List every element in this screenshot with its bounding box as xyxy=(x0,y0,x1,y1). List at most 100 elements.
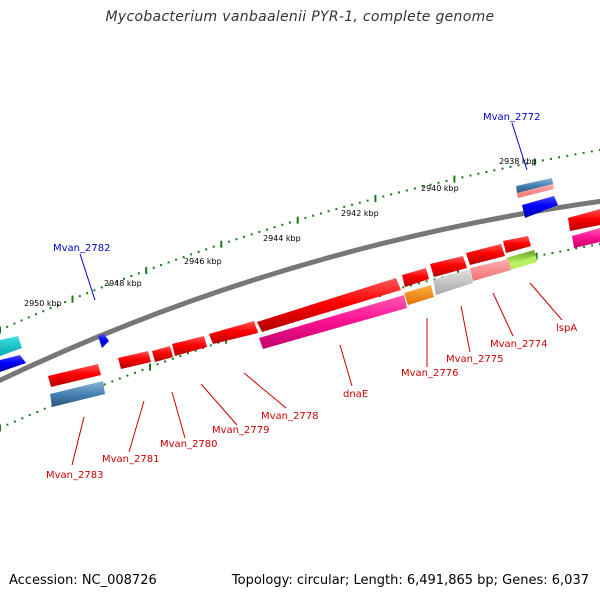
minor-tick xyxy=(461,176,464,179)
minor-tick xyxy=(258,230,261,233)
genome-backbone xyxy=(0,198,600,384)
minor-tick xyxy=(382,195,385,198)
major-tick xyxy=(0,424,1,432)
gene-mvan-2775-a[interactable] xyxy=(466,244,505,265)
minor-tick xyxy=(42,310,45,313)
minor-tick xyxy=(398,191,400,194)
minor-tick xyxy=(567,248,570,251)
minor-tick xyxy=(160,264,163,267)
minor-tick xyxy=(402,286,405,289)
gene-mvan-2775-b[interactable] xyxy=(470,259,511,281)
label-mvan-2774[interactable]: Mvan_2774 xyxy=(490,339,547,350)
minor-tick xyxy=(100,286,103,289)
gene-dnae-red[interactable] xyxy=(257,278,401,332)
minor-tick xyxy=(390,193,393,196)
gene-mvan-2781[interactable] xyxy=(118,351,151,369)
label-lspa[interactable]: lspA xyxy=(556,323,577,334)
label-mvan-2779[interactable]: Mvan_2779 xyxy=(212,425,269,436)
major-tick xyxy=(374,195,377,202)
minor-tick xyxy=(137,272,140,275)
minor-tick xyxy=(197,250,200,253)
minor-tick xyxy=(525,162,528,165)
minor-tick xyxy=(327,210,330,213)
minor-tick xyxy=(182,256,185,259)
gene-mvan-2772[interactable] xyxy=(522,196,558,218)
label-mvan-2772[interactable]: Mvan_2772 xyxy=(483,112,540,123)
gene-lspa-lower[interactable] xyxy=(508,256,537,270)
gene-red-2776b[interactable] xyxy=(402,268,429,287)
minor-tick xyxy=(28,414,31,417)
minor-tick xyxy=(541,159,544,162)
lower-strand-genes xyxy=(48,236,537,407)
minor-tick xyxy=(205,248,208,251)
leader-mvan-2772 xyxy=(511,122,528,171)
minor-tick xyxy=(351,203,353,206)
minor-tick xyxy=(575,247,578,250)
minor-tick xyxy=(78,295,81,298)
gene-mvan-2776[interactable] xyxy=(404,285,434,305)
gene-blue-left[interactable] xyxy=(0,355,26,372)
minor-tick xyxy=(243,235,246,238)
gene-labels: Mvan_2772 Mvan_2782 lspA Mvan_2774 Mvan_… xyxy=(46,112,577,481)
gene-cyan-left[interactable] xyxy=(0,336,22,356)
minor-tick xyxy=(343,205,346,208)
minor-tick xyxy=(133,371,136,374)
gene-mvan-2772-steel[interactable] xyxy=(516,178,553,193)
minor-tick xyxy=(312,214,315,217)
leader-mvan-2782 xyxy=(79,253,96,301)
leader-mvan-2780 xyxy=(171,391,186,439)
leader-dnae xyxy=(339,344,353,387)
minor-tick xyxy=(36,410,39,413)
gene-mvan-2782[interactable] xyxy=(98,334,109,348)
gene-upper-pink-right[interactable] xyxy=(572,228,600,248)
minor-tick xyxy=(43,407,46,410)
minor-tick xyxy=(187,352,189,355)
gene-mvan-2783[interactable] xyxy=(50,381,105,407)
label-mvan-2776[interactable]: Mvan_2776 xyxy=(401,368,458,379)
minor-tick xyxy=(591,244,594,247)
minor-tick xyxy=(86,292,89,295)
minor-tick xyxy=(551,252,554,254)
gene-mvan-2780[interactable] xyxy=(152,346,173,362)
minor-tick xyxy=(405,189,408,192)
label-mvan-2782[interactable]: Mvan_2782 xyxy=(53,243,110,254)
major-tick xyxy=(145,267,148,274)
minor-tick xyxy=(558,156,561,159)
minor-tick xyxy=(212,245,215,248)
label-mvan-2778[interactable]: Mvan_2778 xyxy=(261,411,318,422)
gene-mvan-2774[interactable] xyxy=(503,236,531,253)
gene-mvan-2779[interactable] xyxy=(172,336,207,356)
genome-summary-text: Topology: circular; Length: 6,491,865 bp… xyxy=(231,573,589,588)
leader-mvan-2775 xyxy=(460,305,471,353)
gene-red-2776a[interactable] xyxy=(430,256,467,277)
minor-tick xyxy=(437,181,440,184)
major-tick xyxy=(0,326,1,334)
label-dnae[interactable]: dnaE xyxy=(343,389,368,400)
minor-tick xyxy=(477,172,480,175)
label-mvan-2780[interactable]: Mvan_2780 xyxy=(160,439,217,450)
minor-tick xyxy=(559,250,562,253)
gene-mvan-2772-salmon[interactable] xyxy=(517,184,554,198)
minor-tick xyxy=(156,363,159,366)
gene-dnae[interactable] xyxy=(259,295,407,349)
minor-tick xyxy=(304,216,307,219)
gene-mvan-2775-gray[interactable] xyxy=(433,269,473,295)
label-mvan-2783[interactable]: Mvan_2783 xyxy=(46,470,103,481)
scale-label-2938: 2938 kbp xyxy=(499,157,537,166)
minor-tick xyxy=(164,360,167,363)
minor-tick xyxy=(13,322,16,325)
minor-tick xyxy=(35,313,38,316)
gene-mvan-2778[interactable] xyxy=(209,321,258,344)
label-mvan-2781[interactable]: Mvan_2781 xyxy=(102,454,159,465)
minor-tick xyxy=(209,344,212,347)
gene-upper-red-right[interactable] xyxy=(568,209,600,231)
minor-tick xyxy=(152,266,155,269)
label-mvan-2775[interactable]: Mvan_2775 xyxy=(446,354,503,365)
minor-tick xyxy=(27,316,30,319)
gene-mvan-2783-red[interactable] xyxy=(48,364,101,387)
minor-tick xyxy=(582,151,585,154)
gene-lspa[interactable] xyxy=(506,250,536,264)
leader-mvan-2779 xyxy=(200,383,238,426)
minor-tick xyxy=(171,357,174,360)
minor-tick xyxy=(64,301,67,304)
